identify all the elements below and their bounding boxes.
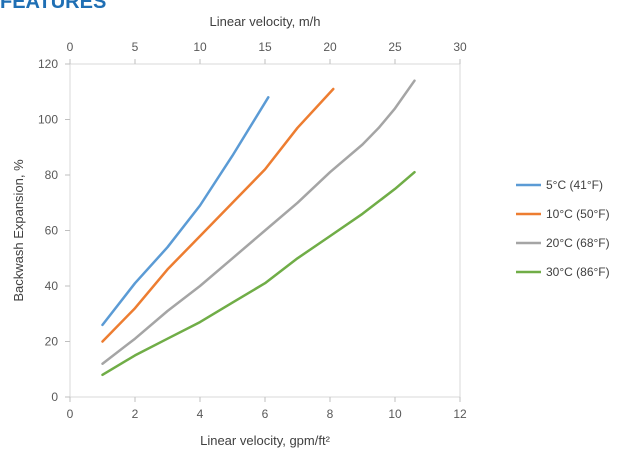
- axes-layer: 0 2 4 6 8 10 120 5 10 15 20 25 30020406080100120Line…: [11, 14, 467, 448]
- x2-tick-label: 25: [388, 40, 402, 54]
- x-tick-label: 2: [132, 407, 139, 421]
- legend-label-2: 10°C (50°F): [546, 207, 610, 221]
- series-line-4: [101, 170, 416, 377]
- series-layer: [101, 79, 416, 377]
- x-tick-label: 8: [327, 407, 334, 421]
- y-tick-label: 60: [45, 224, 59, 238]
- y-tick-label: 100: [38, 113, 58, 127]
- x-tick-label: 12: [453, 407, 467, 421]
- legend-label-1: 5°C (41°F): [546, 178, 603, 192]
- series-line-1: [101, 96, 270, 327]
- x2-tick-label: 20: [323, 40, 337, 54]
- x-tick-label: 10: [388, 407, 402, 421]
- clipped-page-title: FEATURES: [0, 0, 106, 13]
- x2-tick-label: 15: [258, 40, 272, 54]
- y-tick-label: 80: [45, 168, 59, 182]
- legend: 5°C (41°F) 10°C (50°F) 20°C (68°F) 30°C (86…: [516, 178, 610, 279]
- x2-tick-label: 30: [453, 40, 467, 54]
- x-axis-title: Linear velocity, gpm/ft²: [200, 433, 330, 448]
- legend-label-3: 20°C (68°F): [546, 236, 610, 250]
- y-tick-label: 120: [38, 57, 58, 71]
- y-tick-label: 0: [51, 390, 58, 404]
- y-tick-label: 40: [45, 279, 59, 293]
- x2-tick-label: 5: [132, 40, 139, 54]
- y-axis-title: Backwash Expansion, %: [11, 159, 26, 302]
- series-line-3: [101, 79, 416, 365]
- legend-label-4: 30°C (86°F): [546, 265, 610, 279]
- series-line-2: [101, 87, 335, 343]
- x-tick-label: 6: [262, 407, 269, 421]
- x-tick-label: 4: [197, 407, 204, 421]
- x2-tick-label: 0: [67, 40, 74, 54]
- x2-tick-label: 10: [193, 40, 207, 54]
- x2-axis-title: Linear velocity, m/h: [209, 14, 320, 29]
- x-tick-label: 0: [67, 407, 74, 421]
- y-tick-label: 20: [45, 335, 59, 349]
